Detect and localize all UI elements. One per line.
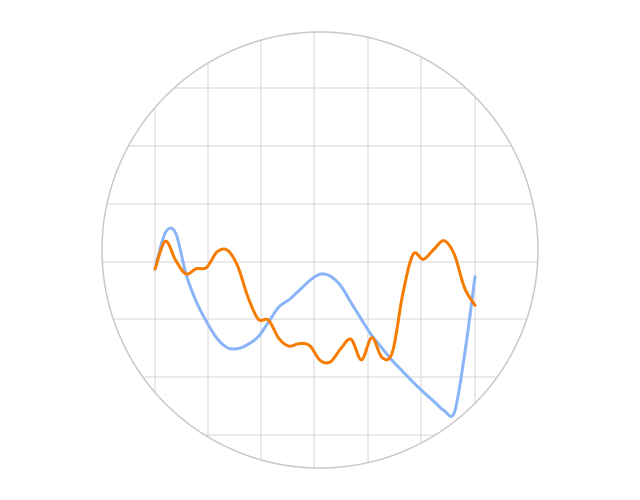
series-line-blue (153, 226, 477, 418)
circle-frame (101, 31, 539, 469)
series-line-orange (153, 239, 477, 365)
series-layer (153, 226, 477, 418)
